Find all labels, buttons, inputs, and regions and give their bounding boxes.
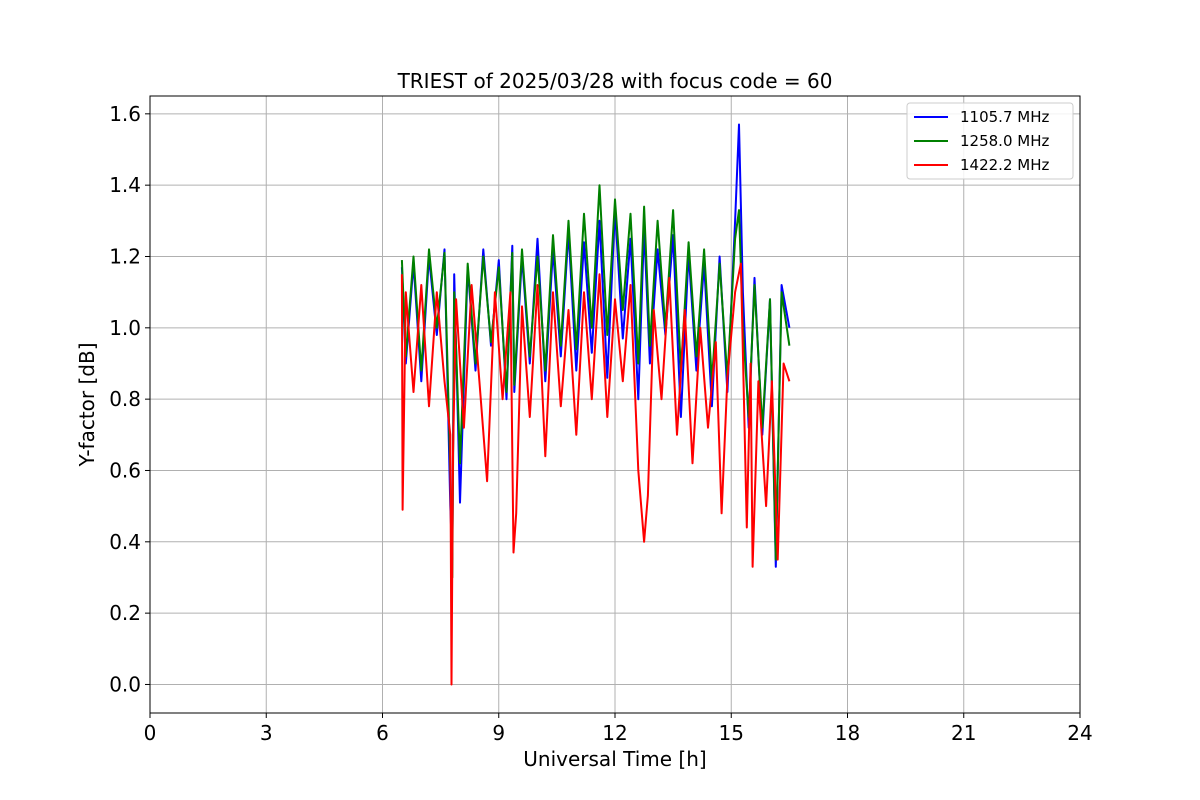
y-axis-label: Y-factor [dB] [75,342,99,467]
legend-label: 1422.2 MHz [960,156,1049,174]
x-tick-label: 9 [492,721,505,745]
series-line-2 [400,184,791,579]
chart-title: TRIEST of 2025/03/28 with focus code = 6… [397,69,833,93]
x-axis: 0 3 6 9 12 15 18 21 24 [144,713,1093,745]
x-tick-label: 24 [1067,721,1092,745]
x-tick-label: 12 [602,721,627,745]
series-line-3 [400,262,791,686]
x-axis-label: Universal Time [h] [523,747,706,771]
y-axis: 0.0 0.2 0.4 0.6 0.8 1.0 1.2 1.4 1.6 [109,102,150,696]
y-tick-label: 0.4 [109,530,141,554]
y-tick-label: 0.8 [109,387,141,411]
series-lines [400,123,791,686]
y-tick-label: 0.2 [109,601,141,625]
y-tick-label: 1.2 [109,244,141,268]
y-tick-label: 0.0 [109,672,141,696]
x-tick-label: 0 [144,721,157,745]
legend-box [906,102,1074,180]
y-tick-label: 1.6 [109,102,141,126]
legend: 1105.7 MHz 1258.0 MHz 1422.2 MHz [906,102,1074,180]
y-tick-label: 0.6 [109,458,141,482]
x-tick-label: 3 [260,721,273,745]
x-tick-label: 21 [951,721,976,745]
legend-label: 1258.0 MHz [960,132,1049,150]
legend-label: 1105.7 MHz [960,108,1049,126]
x-tick-label: 15 [719,721,744,745]
x-tick-label: 6 [376,721,389,745]
x-tick-label: 18 [835,721,860,745]
y-tick-label: 1.0 [109,316,141,340]
y-tick-label: 1.4 [109,173,141,197]
